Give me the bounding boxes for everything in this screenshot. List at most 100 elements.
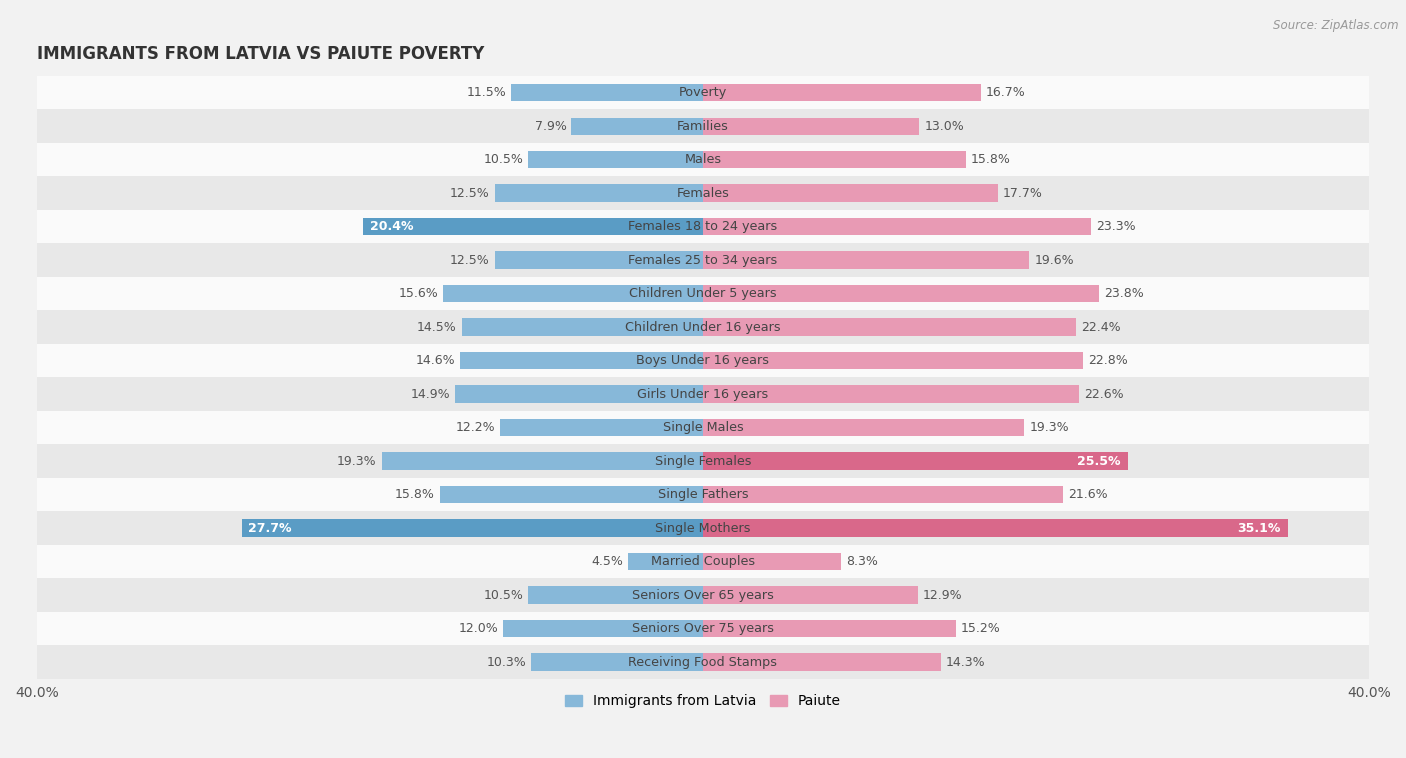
Bar <box>703 352 1083 369</box>
Bar <box>37 311 1369 344</box>
Bar <box>703 385 1080 402</box>
Bar <box>37 177 1369 210</box>
Text: Females 18 to 24 years: Females 18 to 24 years <box>628 220 778 233</box>
Text: Males: Males <box>685 153 721 166</box>
Text: 11.5%: 11.5% <box>467 86 506 99</box>
Text: 14.9%: 14.9% <box>411 387 450 401</box>
Text: 20.4%: 20.4% <box>370 220 413 233</box>
Text: Seniors Over 65 years: Seniors Over 65 years <box>633 588 773 602</box>
Text: Families: Families <box>678 120 728 133</box>
Bar <box>529 587 703 604</box>
Bar <box>37 545 1369 578</box>
Text: 7.9%: 7.9% <box>534 120 567 133</box>
Text: 10.5%: 10.5% <box>484 153 523 166</box>
Text: Girls Under 16 years: Girls Under 16 years <box>637 387 769 401</box>
Text: Children Under 16 years: Children Under 16 years <box>626 321 780 334</box>
Bar <box>531 653 703 671</box>
Bar <box>529 151 703 168</box>
Bar <box>703 117 920 135</box>
Text: 21.6%: 21.6% <box>1067 488 1108 501</box>
Text: Single Mothers: Single Mothers <box>655 522 751 534</box>
Bar <box>703 252 1029 269</box>
Bar <box>503 620 703 637</box>
Bar <box>703 218 1091 236</box>
Bar <box>37 444 1369 478</box>
Text: 13.0%: 13.0% <box>925 120 965 133</box>
Text: 22.6%: 22.6% <box>1084 387 1123 401</box>
Bar <box>703 453 1128 470</box>
Text: Source: ZipAtlas.com: Source: ZipAtlas.com <box>1274 19 1399 32</box>
Text: 12.5%: 12.5% <box>450 186 489 199</box>
Text: 12.5%: 12.5% <box>450 254 489 267</box>
Text: 15.8%: 15.8% <box>395 488 434 501</box>
Text: 14.5%: 14.5% <box>416 321 457 334</box>
Bar <box>495 184 703 202</box>
Bar <box>440 486 703 503</box>
Text: Females: Females <box>676 186 730 199</box>
Text: 14.3%: 14.3% <box>946 656 986 669</box>
Bar <box>703 151 966 168</box>
Text: 12.2%: 12.2% <box>456 421 495 434</box>
Text: 12.9%: 12.9% <box>922 588 963 602</box>
Bar <box>242 519 703 537</box>
Text: 10.3%: 10.3% <box>486 656 526 669</box>
Text: 25.5%: 25.5% <box>1077 455 1121 468</box>
Bar <box>461 318 703 336</box>
Bar <box>512 84 703 102</box>
Bar <box>703 553 841 570</box>
Text: 19.3%: 19.3% <box>1029 421 1069 434</box>
Bar <box>499 419 703 437</box>
Text: 15.6%: 15.6% <box>398 287 439 300</box>
Text: 35.1%: 35.1% <box>1237 522 1281 534</box>
Bar <box>37 612 1369 645</box>
Bar <box>628 553 703 570</box>
Bar <box>37 243 1369 277</box>
Text: 23.8%: 23.8% <box>1104 287 1144 300</box>
Bar <box>703 184 998 202</box>
Text: 22.4%: 22.4% <box>1081 321 1121 334</box>
Bar <box>443 285 703 302</box>
Text: 22.8%: 22.8% <box>1088 354 1128 367</box>
Text: 8.3%: 8.3% <box>846 555 879 568</box>
Bar <box>363 218 703 236</box>
Bar <box>703 318 1076 336</box>
Bar <box>460 352 703 369</box>
Text: Children Under 5 years: Children Under 5 years <box>630 287 776 300</box>
Bar <box>381 453 703 470</box>
Text: Single Males: Single Males <box>662 421 744 434</box>
Text: Married Couples: Married Couples <box>651 555 755 568</box>
Text: 17.7%: 17.7% <box>1002 186 1043 199</box>
Text: 27.7%: 27.7% <box>249 522 292 534</box>
Bar <box>571 117 703 135</box>
Text: IMMIGRANTS FROM LATVIA VS PAIUTE POVERTY: IMMIGRANTS FROM LATVIA VS PAIUTE POVERTY <box>37 45 484 64</box>
Bar <box>703 653 941 671</box>
Bar <box>37 109 1369 143</box>
Text: 10.5%: 10.5% <box>484 588 523 602</box>
Bar <box>703 285 1099 302</box>
Text: 12.0%: 12.0% <box>458 622 498 635</box>
Text: Single Fathers: Single Fathers <box>658 488 748 501</box>
Text: Poverty: Poverty <box>679 86 727 99</box>
Text: Females 25 to 34 years: Females 25 to 34 years <box>628 254 778 267</box>
Text: Single Females: Single Females <box>655 455 751 468</box>
Bar <box>703 84 981 102</box>
Bar <box>703 419 1025 437</box>
Bar <box>703 620 956 637</box>
Text: 16.7%: 16.7% <box>986 86 1026 99</box>
Bar <box>703 587 918 604</box>
Text: 23.3%: 23.3% <box>1097 220 1136 233</box>
Bar <box>37 210 1369 243</box>
Bar <box>703 486 1063 503</box>
Bar <box>456 385 703 402</box>
Text: Receiving Food Stamps: Receiving Food Stamps <box>628 656 778 669</box>
Text: 19.6%: 19.6% <box>1035 254 1074 267</box>
Bar <box>37 143 1369 177</box>
Bar <box>37 645 1369 678</box>
Bar <box>37 512 1369 545</box>
Text: Boys Under 16 years: Boys Under 16 years <box>637 354 769 367</box>
Text: Seniors Over 75 years: Seniors Over 75 years <box>633 622 773 635</box>
Bar <box>37 478 1369 512</box>
Bar <box>37 76 1369 109</box>
Bar <box>37 344 1369 377</box>
Bar <box>495 252 703 269</box>
